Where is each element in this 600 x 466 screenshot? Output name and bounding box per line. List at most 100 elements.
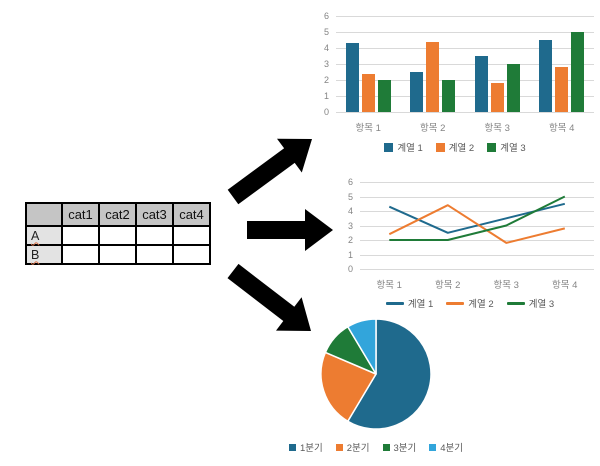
corner-cell bbox=[25, 202, 63, 227]
line-legend-item: 계열 1 bbox=[385, 296, 433, 310]
bar-ytick-label: 4 bbox=[323, 43, 329, 53]
pie-legend: 1분기 2분기 3분기 4분기 bbox=[278, 440, 474, 454]
bar-legend-item: 계열 1 bbox=[384, 140, 423, 154]
bar-계열 2-항목 4 bbox=[555, 67, 569, 112]
line-series-계열 1 bbox=[388, 202, 566, 234]
data-table: cat1 cat2 cat3 cat4 A B bbox=[25, 202, 211, 265]
bar-xaxis-label: 항목 2 bbox=[420, 123, 446, 134]
bar-ytick-label: 3 bbox=[323, 59, 329, 69]
bar-group bbox=[530, 16, 595, 112]
line-legend-label: 계열 3 bbox=[528, 299, 555, 310]
line-legend-item: 계열 3 bbox=[506, 296, 555, 310]
line-ytick-label: 0 bbox=[347, 264, 353, 274]
pie-chart: 1분기 2분기 3분기 4분기 bbox=[278, 316, 474, 466]
pie-legend-label: 2분기 bbox=[346, 443, 370, 454]
bar-ytick-label: 6 bbox=[323, 11, 329, 21]
bar-계열 1-항목 3 bbox=[474, 56, 488, 112]
line-chart: 0 1 2 3 4 5 6 항목 1 항목 2 항목 3 항목 4 계열 1 계열 2 계열 3 bbox=[340, 176, 600, 312]
bar-계열 1-항목 2 bbox=[410, 72, 424, 112]
bar-ytick-label: 1 bbox=[323, 91, 329, 101]
bar-legend-swatch-icon bbox=[384, 142, 394, 152]
pie-legend-swatch-icon bbox=[335, 443, 343, 451]
line-legend-swatch-icon bbox=[446, 301, 465, 305]
line-series-계열 3 bbox=[389, 195, 566, 241]
row-header-label: B bbox=[31, 247, 40, 262]
bar-group bbox=[336, 16, 401, 112]
line-ytick-label: 3 bbox=[347, 220, 353, 231]
bar-legend-item: 계열 3 bbox=[487, 140, 526, 154]
bar-legend-item: 계열 2 bbox=[435, 140, 475, 154]
table-header-row: cat1 cat2 cat3 cat4 bbox=[25, 202, 211, 227]
bar-xaxis-label: 항목 3 bbox=[484, 123, 510, 134]
line-ytick-label: 6 bbox=[347, 177, 353, 187]
bar-xaxis-label: 항목 1 bbox=[355, 123, 381, 134]
line-plot-area bbox=[388, 195, 566, 244]
pie-legend-item: 3분기 bbox=[382, 440, 417, 454]
table-cell bbox=[135, 244, 174, 265]
line-xaxis-label: 항목 2 bbox=[435, 280, 461, 291]
bar-legend-label: 계열 3 bbox=[500, 143, 526, 154]
pie-legend-label: 1분기 bbox=[299, 443, 323, 454]
column-header-cat1: cat1 bbox=[61, 202, 100, 227]
bar-ytick-label: 5 bbox=[323, 27, 329, 37]
table-cell bbox=[98, 244, 137, 265]
table-cell bbox=[172, 225, 211, 246]
line-series-계열 2 bbox=[388, 204, 566, 244]
table-cell bbox=[61, 244, 100, 265]
pie-legend-item: 1분기 bbox=[288, 440, 323, 454]
row-header-label: A bbox=[31, 228, 40, 243]
bar-plot-area bbox=[336, 16, 594, 112]
column-header-cat4: cat4 bbox=[172, 202, 211, 227]
column-header-cat2: cat2 bbox=[98, 202, 137, 227]
bar-계열 2-항목 1 bbox=[361, 73, 375, 112]
line-gridline bbox=[360, 269, 594, 270]
line-ytick-label: 5 bbox=[347, 191, 353, 202]
bar-계열 3-항목 2 bbox=[442, 80, 456, 112]
bar-gridline bbox=[336, 64, 594, 65]
pie-slice-2분기 bbox=[320, 351, 377, 422]
bar-계열 2-항목 2 bbox=[426, 41, 440, 112]
line-ytick-label: 2 bbox=[347, 235, 353, 245]
bar-gridline bbox=[336, 16, 594, 17]
bar-gridline bbox=[336, 32, 594, 33]
line-gridline bbox=[360, 240, 594, 241]
pie-legend-item: 2분기 bbox=[335, 440, 370, 454]
pie-slice-4분기 bbox=[347, 318, 377, 375]
line-ytick-label: 4 bbox=[347, 206, 353, 216]
bar-ytick-label: 0 bbox=[323, 107, 329, 117]
line-xaxis-label: 항목 3 bbox=[493, 280, 519, 291]
pie-legend-swatch-icon bbox=[429, 443, 437, 451]
line-gridline bbox=[360, 211, 594, 212]
pie-slice-1분기 bbox=[347, 318, 432, 430]
pie-legend-swatch-icon bbox=[288, 443, 296, 451]
bar-계열 1-항목 4 bbox=[539, 40, 553, 112]
pie-legend-label: 3분기 bbox=[393, 443, 417, 454]
bar-계열 2-항목 3 bbox=[490, 83, 504, 112]
bar-gridline bbox=[336, 48, 594, 49]
bar-계열 3-항목 4 bbox=[571, 32, 585, 112]
bar-gridline bbox=[336, 80, 594, 81]
arrow-right-icon bbox=[247, 209, 333, 251]
table-row: B bbox=[25, 244, 211, 265]
line-ytick-label: 1 bbox=[347, 249, 353, 260]
pie-legend-label: 4분기 bbox=[440, 443, 464, 454]
bar-xaxis-label: 항목 4 bbox=[549, 123, 575, 134]
bar-legend-label: 계열 2 bbox=[448, 143, 475, 154]
row-header-b: B bbox=[25, 244, 63, 265]
bar-legend-swatch-icon bbox=[487, 142, 497, 152]
bar-group bbox=[401, 16, 466, 112]
line-legend-swatch-icon bbox=[506, 301, 525, 305]
line-xaxis-label: 항목 1 bbox=[376, 280, 402, 291]
bar-계열 3-항목 3 bbox=[506, 64, 520, 112]
line-legend: 계열 1 계열 2 계열 3 bbox=[340, 296, 600, 310]
pie-plot-area bbox=[320, 318, 432, 430]
line-legend-label: 계열 2 bbox=[468, 299, 494, 310]
line-gridline bbox=[360, 182, 594, 183]
table-cell bbox=[98, 225, 137, 246]
table-cell bbox=[61, 225, 100, 246]
line-gridline bbox=[360, 196, 594, 198]
line-xaxis: 항목 1 항목 2 항목 3 항목 4 bbox=[360, 277, 594, 291]
bar-계열 1-항목 1 bbox=[345, 43, 359, 112]
bar-gridline bbox=[336, 112, 594, 113]
